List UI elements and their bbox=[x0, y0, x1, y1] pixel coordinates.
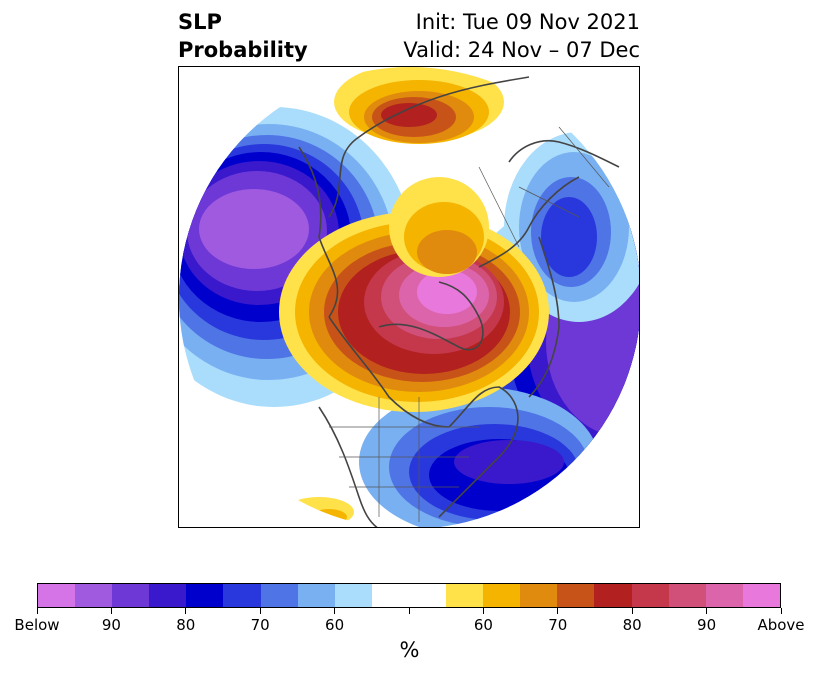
colorbar-cell bbox=[705, 584, 743, 607]
map-title-right: Init: Tue 09 Nov 2021 Valid: 24 Nov – 07… bbox=[403, 8, 640, 64]
colorbar-cell bbox=[594, 584, 632, 607]
colorbar-cell bbox=[631, 584, 669, 607]
colorbar-tick bbox=[36, 608, 38, 614]
colorbar-tick bbox=[482, 608, 484, 614]
probability-field bbox=[179, 67, 639, 527]
colorbar-tick bbox=[334, 608, 336, 614]
colorbar-cell bbox=[668, 584, 706, 607]
colorbar-tick bbox=[408, 608, 410, 614]
political-borders bbox=[329, 126, 610, 522]
colorbar-cell bbox=[408, 584, 447, 607]
colorbar-cell bbox=[742, 584, 780, 607]
colorbar-cell bbox=[334, 584, 372, 607]
title-variable: SLP bbox=[178, 10, 222, 34]
coastlines bbox=[298, 76, 620, 527]
arctic-high-anomaly bbox=[279, 212, 549, 412]
colorbar-cell bbox=[297, 584, 335, 607]
colorbar-cell bbox=[371, 584, 409, 607]
map-title-left: SLP Probability bbox=[178, 8, 308, 64]
colorbar-tick-label: 60 bbox=[473, 616, 493, 634]
probability-colorbar bbox=[37, 583, 781, 608]
init-date: Init: Tue 09 Nov 2021 bbox=[415, 10, 640, 34]
colorbar-tick-label: 60 bbox=[325, 616, 345, 634]
colorbar-cell bbox=[75, 584, 113, 607]
colorbar-cell bbox=[557, 584, 595, 607]
colorbar-tick-label: Above bbox=[757, 616, 805, 634]
colorbar-tick bbox=[631, 608, 633, 614]
colorbar-tick-label: 80 bbox=[622, 616, 642, 634]
colorbar-cell bbox=[483, 584, 521, 607]
colorbar-unit-label: % bbox=[399, 638, 420, 662]
colorbar-tick bbox=[185, 608, 187, 614]
colorbar-tick bbox=[557, 608, 559, 614]
colorbar-tick bbox=[780, 608, 782, 614]
valid-range: Valid: 24 Nov – 07 Dec bbox=[403, 38, 640, 62]
colorbar-cell bbox=[446, 584, 484, 607]
colorbar-cell bbox=[186, 584, 224, 607]
colorbar-cell bbox=[223, 584, 261, 607]
colorbar-tick-label: Below bbox=[14, 616, 60, 634]
colorbar-tick-label: 90 bbox=[101, 616, 121, 634]
colorbar-tick bbox=[110, 608, 112, 614]
colorbar-tick bbox=[706, 608, 708, 614]
title-type: Probability bbox=[178, 38, 308, 62]
colorbar-cell bbox=[38, 584, 76, 607]
colorbar-cell bbox=[149, 584, 187, 607]
ne-asia-high-anomaly bbox=[334, 67, 504, 144]
colorbar-tick-label: 70 bbox=[548, 616, 568, 634]
probability-map-svg bbox=[179, 67, 639, 527]
colorbar-ticks bbox=[36, 608, 782, 616]
colorbar-cell bbox=[260, 584, 298, 607]
colorbar-tick-label: 90 bbox=[697, 616, 717, 634]
colorbar-cell bbox=[112, 584, 150, 607]
polar-map bbox=[178, 66, 640, 528]
colorbar-cell bbox=[520, 584, 558, 607]
siberia-high-anomaly bbox=[389, 177, 489, 277]
colorbar-tick-label: 80 bbox=[176, 616, 196, 634]
colorbar-tick-label: 70 bbox=[250, 616, 270, 634]
colorbar-tick bbox=[259, 608, 261, 614]
